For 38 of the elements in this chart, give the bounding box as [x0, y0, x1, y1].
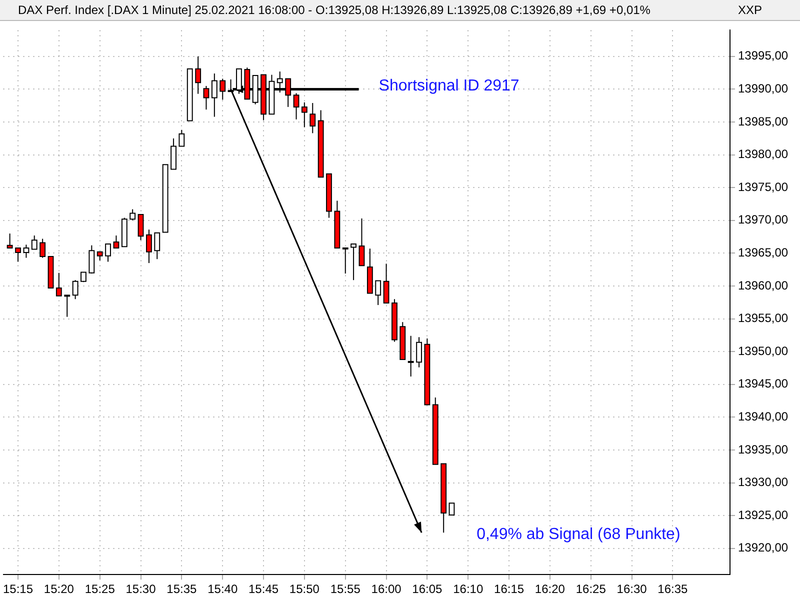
- x-tick-label: 15:15: [3, 582, 34, 596]
- x-tick-label: 16:25: [576, 582, 606, 596]
- x-tick-label: 15:25: [84, 582, 116, 596]
- x-tick-label: 16:10: [453, 582, 484, 596]
- annotation: 0,49% ab Signal (68 Punkte): [476, 526, 680, 544]
- x-tick-label: 15:50: [289, 582, 320, 596]
- x-tick-label: 16:30: [616, 582, 648, 596]
- text: XXP: [738, 3, 762, 17]
- y-tick-label: 13925,00: [738, 508, 788, 522]
- y-tick-label: 13920,00: [738, 540, 788, 555]
- y-tick-label: 13945,00: [738, 376, 788, 391]
- x-tick-label: 16:35: [658, 582, 688, 596]
- y-tick-label: 13995,00: [738, 48, 788, 63]
- x-tick-label: 16:20: [534, 582, 566, 596]
- y-tick-label: 13970,00: [738, 212, 788, 227]
- y-tick-label: 13955,00: [738, 311, 788, 326]
- y-tick-label: 13980,00: [738, 147, 788, 162]
- x-tick-label: 15:30: [126, 582, 156, 596]
- y-tick-label: 13960,00: [738, 278, 788, 292]
- y-tick-label: 13930,00: [738, 475, 788, 490]
- x-tick-label: 15:45: [248, 582, 279, 596]
- x-tick-label: 15:35: [166, 582, 198, 596]
- x-tick-label: 15:40: [208, 582, 238, 596]
- y-tick-label: 13950,00: [738, 344, 788, 358]
- x-tick-label: 16:15: [494, 582, 524, 596]
- chart-subtitle: O:13925,08 H:13926,89 L:13925,08 C:13926,89 +1,69 +0,01%: [314, 3, 650, 17]
- x-tick-label: 16:05: [412, 582, 443, 596]
- y-tick-label: 13990,00: [738, 82, 788, 96]
- annotation: Shortsignal ID 2917: [378, 78, 520, 95]
- y-tick-label: 13940,00: [738, 409, 788, 424]
- y-tick-label: 13935,00: [738, 442, 788, 456]
- y-tick-label: 13975,00: [738, 180, 788, 194]
- y-tick-label: 13965,00: [738, 246, 788, 260]
- x-tick-label: 15:20: [44, 582, 74, 596]
- chart-title: DAX Perf. Index [.DAX 1 Minute] 25.02.2021 16:08:00 -: [18, 3, 312, 17]
- y-tick-label: 13985,00: [738, 114, 788, 128]
- x-tick-label: 15:55: [330, 582, 361, 596]
- x-tick-label: 16:00: [371, 582, 402, 596]
